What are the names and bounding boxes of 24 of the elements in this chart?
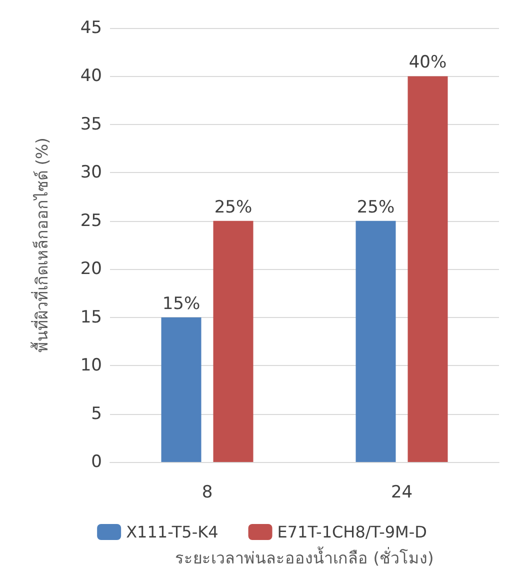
y-tick-label: 15	[80, 307, 102, 328]
bar	[408, 76, 448, 462]
y-tick-label: 5	[91, 404, 102, 424]
y-tick-label: 35	[80, 114, 102, 134]
bar	[161, 317, 202, 462]
data-label: 15%	[162, 294, 200, 314]
y-tick-label: 0	[91, 452, 102, 472]
data-label: 25%	[356, 197, 395, 218]
y-tick-label: 30	[80, 162, 102, 183]
x-tick-label: 24	[390, 482, 413, 502]
y-tick-label: 10	[80, 356, 102, 376]
data-label: 40%	[408, 52, 447, 73]
y-axis-title: พื้นที่ผิวที่เกิดเหล็กออกไซด์ (%)	[30, 138, 52, 352]
data-label: 25%	[214, 197, 252, 218]
bar	[213, 220, 254, 462]
y-tick-label: 20	[80, 259, 102, 280]
legend-label: X111-T5-K4	[126, 522, 218, 542]
legend-label: E71T-1CH8/T-9M-D	[277, 522, 427, 542]
bar	[356, 220, 396, 462]
x-axis-title: ระยะเวลาพ่นละอองน้ำเกลือ (ชั่วโมง)	[175, 546, 434, 568]
y-tick-label: 25	[80, 210, 102, 231]
y-tick-label: 40	[80, 66, 102, 86]
y-tick-label: 45	[80, 18, 102, 38]
x-tick-label: 8	[202, 482, 213, 502]
